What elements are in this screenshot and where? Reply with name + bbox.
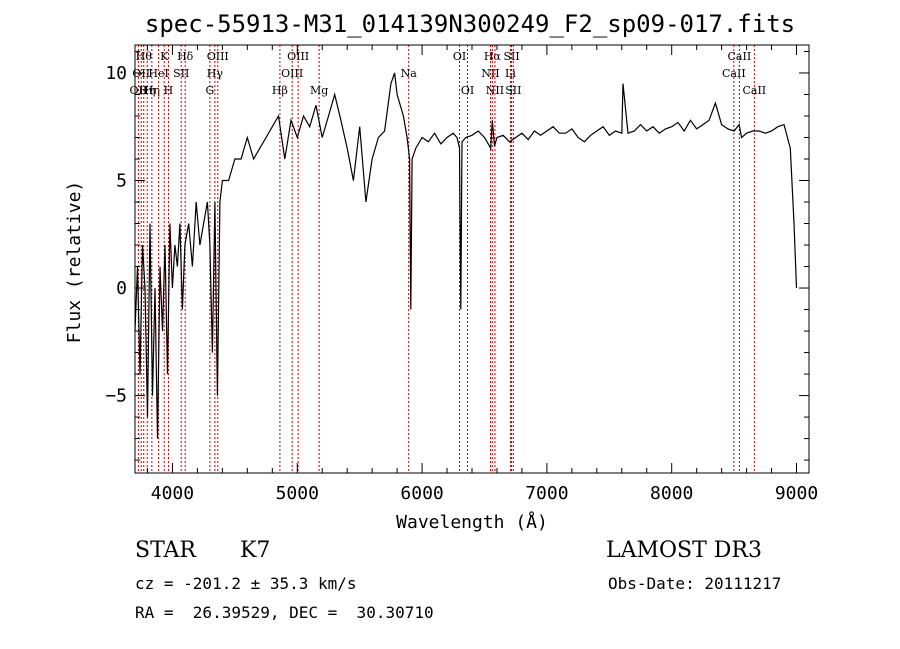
line-label-23: Li (505, 67, 516, 80)
x-tick-label-4000: 4000 (151, 483, 194, 504)
line-label-24: SII (503, 50, 519, 63)
x-tick-label-7000: 7000 (525, 483, 568, 504)
line-label-21: Hα (484, 50, 502, 63)
y-tick-label--5: −5 (105, 386, 127, 407)
line-label-9: Hδ (177, 50, 194, 63)
line-label-13: Hβ (272, 84, 288, 97)
chart-title: spec-55913-M31_014139N300249_F2_sp09-017… (145, 10, 795, 38)
line-label-0: OII (130, 84, 148, 97)
line-label-14: OIII (281, 67, 303, 80)
survey-name: LAMOST DR3 (606, 538, 762, 563)
flux-series-line (134, 72, 798, 439)
line-label-28: CaII (742, 84, 766, 97)
line-label-17: Na (401, 67, 418, 80)
x-tick-label-8000: 8000 (650, 483, 693, 504)
line-label-16: Mg (310, 84, 328, 97)
line-label-12: OIII (207, 50, 229, 63)
line-label-7: H (164, 84, 174, 97)
line-label-5: HeI (148, 67, 168, 80)
line-label-3: Hη (139, 84, 155, 97)
line-label-10: G (205, 84, 214, 97)
x-tick-label-9000: 9000 (775, 483, 818, 504)
line-label-2: Hθ (136, 50, 153, 63)
x-axis-label: Wavelength (Å) (396, 511, 548, 533)
plot-frame (134, 44, 810, 474)
line-label-25: SII (505, 84, 521, 97)
observation-date: Obs-Date: 20111217 (608, 574, 782, 593)
line-label-26: CaII (722, 67, 746, 80)
line-label-11: Hγ (207, 67, 224, 80)
y-tick-label-5: 5 (116, 170, 127, 191)
ra-dec-coordinates: RA = 26.39529, DEC = 30.30710 (135, 603, 434, 622)
line-label-19: OI (461, 84, 474, 97)
object-class: STAR (135, 538, 196, 563)
line-label-20: NII (481, 67, 499, 80)
line-label-27: CaII (728, 50, 752, 63)
line-label-18: OI (453, 50, 466, 63)
axis-ticks: 4000 5000 6000 7000 8000 9000 −5 0 5 10 (105, 45, 818, 504)
line-label-15: OIII (287, 50, 309, 63)
y-axis-label: Flux (relative) (64, 181, 85, 344)
line-label-6: K (160, 50, 169, 63)
line-label-8: SII (173, 67, 189, 80)
spectrum-chart: spec-55913-M31_014139N300249_F2_sp09-017… (64, 10, 818, 533)
y-tick-label-10: 10 (105, 63, 127, 84)
x-tick-label-6000: 6000 (400, 483, 443, 504)
line-label-4: Hη (144, 84, 160, 97)
redshift-cz: cz = -201.2 ± 35.3 km/s (135, 574, 357, 593)
object-subclass: K7 (240, 538, 271, 563)
line-label-22: NII (486, 84, 504, 97)
x-tick-label-5000: 5000 (276, 483, 319, 504)
line-label-1: OII (132, 67, 150, 80)
y-tick-label-0: 0 (116, 278, 127, 299)
